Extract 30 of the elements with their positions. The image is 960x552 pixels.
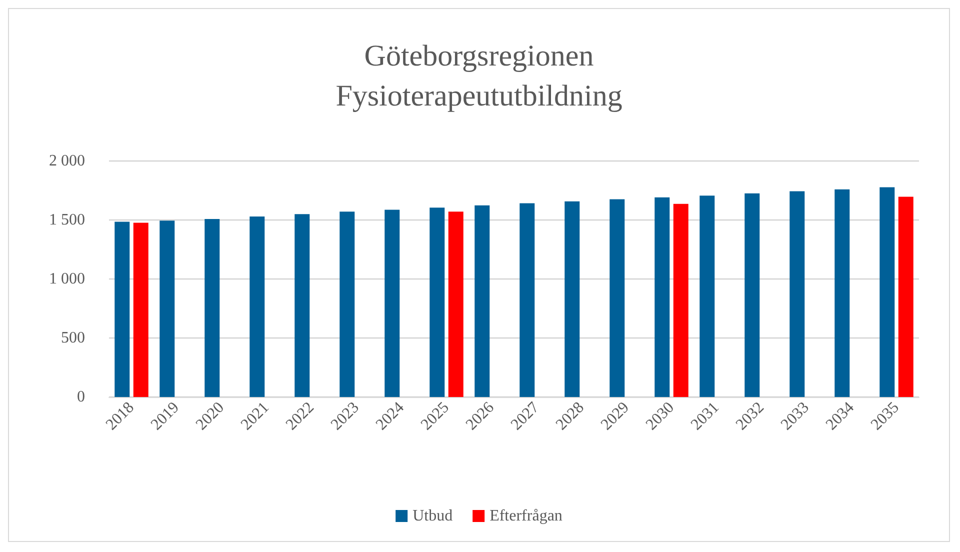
bar	[898, 196, 914, 397]
bar	[790, 191, 805, 397]
bar	[880, 187, 895, 397]
y-tick-label: 2 000	[49, 152, 85, 170]
bar	[250, 216, 265, 397]
bar	[430, 208, 445, 397]
bar	[834, 189, 850, 397]
bar	[340, 212, 355, 397]
y-tick-label: 500	[61, 330, 85, 346]
bar	[204, 218, 220, 397]
legend-label: Efterfrågan	[490, 508, 562, 524]
bar	[564, 201, 580, 397]
bar	[474, 205, 490, 397]
bar	[448, 212, 464, 397]
bar	[744, 193, 760, 397]
bar	[654, 197, 670, 397]
bar	[294, 214, 310, 397]
bar	[133, 222, 148, 397]
y-tick-label: 1 500	[49, 212, 85, 228]
bar	[160, 220, 175, 397]
bar	[520, 203, 535, 397]
legend-label: Utbud	[412, 508, 453, 524]
bar	[610, 199, 625, 397]
bar	[673, 204, 688, 397]
bar	[114, 222, 130, 397]
bar	[700, 196, 715, 397]
bar	[384, 210, 400, 397]
chart-title: Göteborgsregionen Fysioterapeututbildning	[336, 40, 622, 112]
y-tick-label: 1 000	[49, 270, 85, 288]
y-tick-label: 0	[77, 388, 85, 406]
